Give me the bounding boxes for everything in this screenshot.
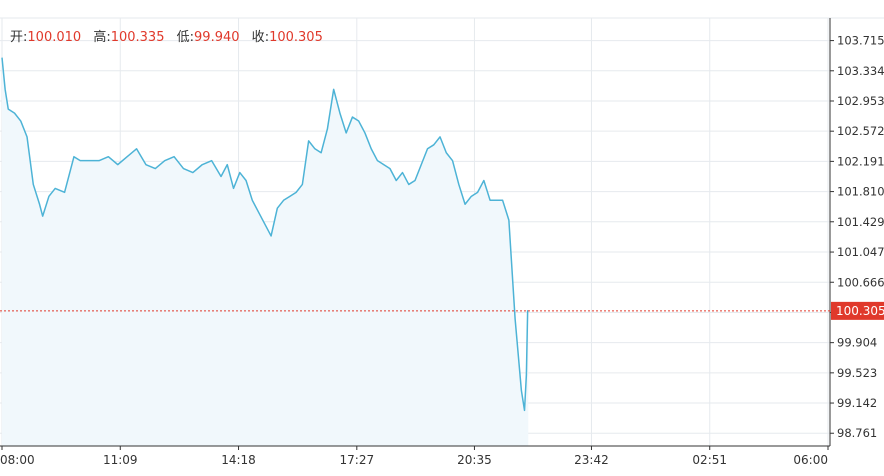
y-tick-label: 103.334 bbox=[837, 64, 884, 78]
current-price-tag bbox=[831, 301, 884, 320]
high-colon: : bbox=[106, 30, 110, 45]
line-layer bbox=[1, 57, 529, 412]
x-tick-label: 11:09 bbox=[103, 453, 138, 467]
x-tick-label: 14:18 bbox=[221, 453, 256, 467]
y-ticks: 103.715 103.334 102.953 102.572 102.191 101.8… bbox=[830, 34, 884, 440]
y-tick-label: 101.047 bbox=[837, 245, 884, 259]
close-colon: : bbox=[265, 30, 269, 45]
x-tick-label: 06:00 bbox=[793, 453, 828, 467]
y-tick-label: 99.523 bbox=[837, 366, 877, 380]
y-tick-label: 103.715 bbox=[837, 34, 884, 48]
low-colon: : bbox=[190, 30, 194, 45]
current-price-label: 100.305 bbox=[836, 304, 884, 318]
close-value: 100.305 bbox=[269, 30, 323, 45]
y-tick-label: 100.666 bbox=[837, 275, 884, 289]
x-tick-label: 20:35 bbox=[457, 453, 492, 467]
close-label: 收 bbox=[252, 30, 265, 45]
series-area bbox=[2, 57, 529, 446]
y-tick-label: 102.191 bbox=[837, 154, 884, 168]
x-tick-label: 17:27 bbox=[340, 453, 375, 467]
current-price-marker: 100.305 bbox=[0, 301, 884, 320]
x-tick-label: 02:51 bbox=[692, 453, 727, 467]
x-tick-label: 23:42 bbox=[574, 453, 609, 467]
low-value: 99.940 bbox=[194, 30, 240, 45]
y-tick-label: 99.142 bbox=[837, 396, 877, 410]
x-ticks: 08:00 11:09 14:18 17:27 20:35 23:42 02:51 06:00 bbox=[0, 446, 829, 467]
y-tick-label: 102.953 bbox=[837, 94, 884, 108]
y-tick-label: 98.761 bbox=[837, 426, 877, 440]
y-tick-label: 101.429 bbox=[837, 215, 884, 229]
low-label: 低 bbox=[177, 30, 190, 45]
x-tick-label: 08:00 bbox=[0, 453, 35, 467]
high-label: 高 bbox=[93, 29, 106, 45]
series-line bbox=[1, 57, 529, 412]
high-value: 100.335 bbox=[111, 30, 165, 45]
open-label: 开 bbox=[10, 30, 23, 45]
y-tick-label: 99.904 bbox=[837, 336, 877, 350]
area-layer bbox=[2, 57, 529, 446]
y-tick-label: 102.572 bbox=[837, 124, 884, 138]
ohlc-header: 开:100.010 高:100.335 低:99.940 收:100.305 bbox=[10, 29, 323, 45]
open-value: 100.010 bbox=[27, 30, 81, 45]
y-tick-label: 101.810 bbox=[837, 185, 884, 199]
open-colon: : bbox=[23, 30, 27, 45]
